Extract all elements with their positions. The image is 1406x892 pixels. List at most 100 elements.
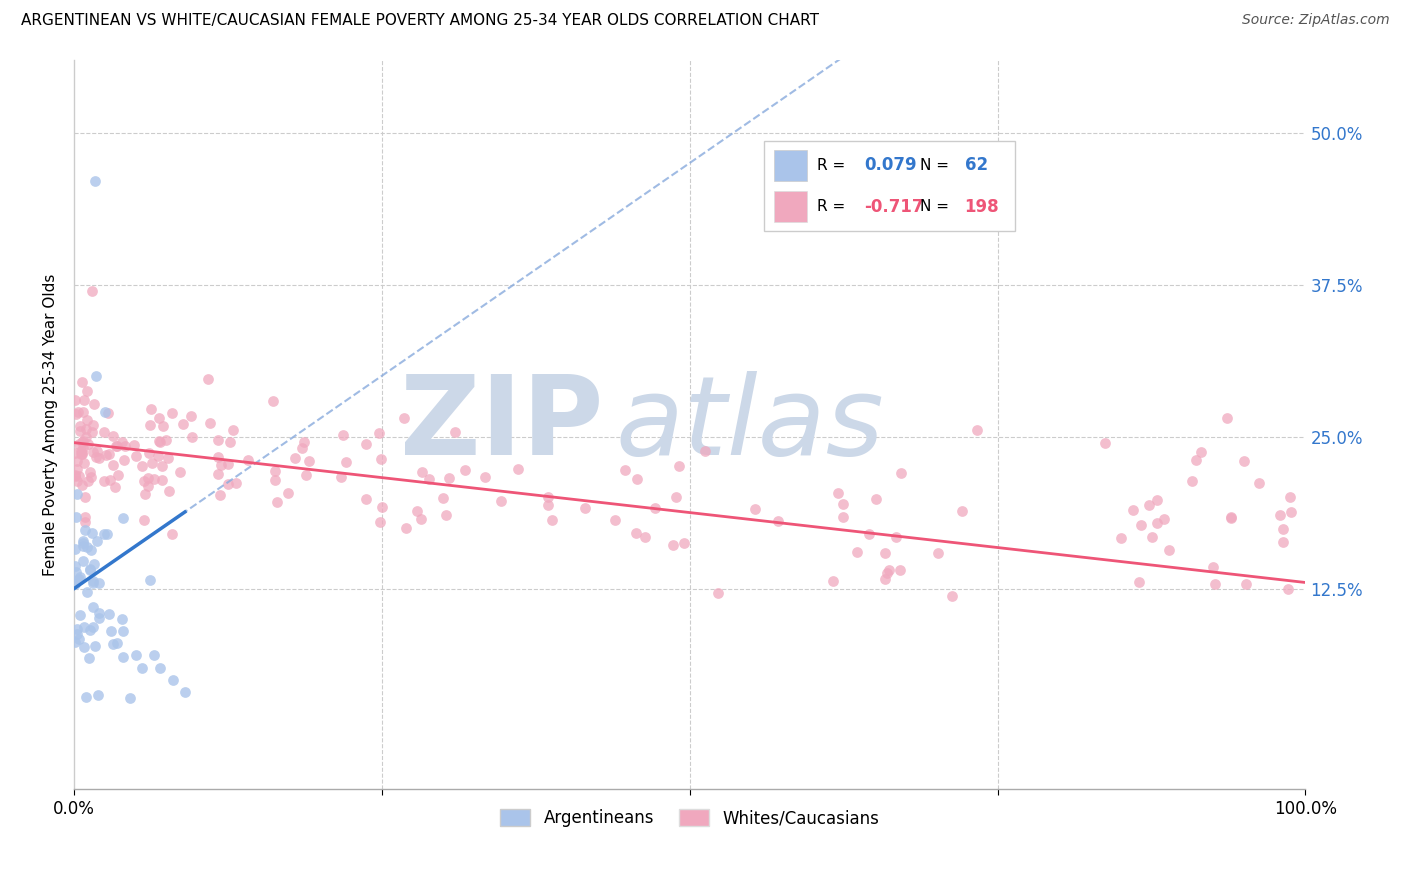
Point — [149, 435, 172, 450]
Point — [134, 487, 156, 501]
Point — [1146, 492, 1168, 507]
Point — [82, 445, 104, 459]
Point — [634, 530, 657, 544]
Point — [180, 430, 202, 444]
Point — [225, 475, 247, 490]
Point — [668, 458, 690, 473]
Point — [1153, 512, 1175, 526]
Point — [221, 423, 243, 437]
Point — [1234, 577, 1257, 591]
Point — [392, 411, 415, 425]
Point — [371, 500, 394, 514]
Text: -0.717: -0.717 — [865, 197, 924, 216]
Point — [105, 636, 128, 650]
Text: 198: 198 — [965, 197, 1000, 216]
Point — [537, 490, 560, 504]
Point — [217, 458, 239, 472]
Point — [673, 536, 696, 550]
Point — [574, 500, 596, 515]
Point — [83, 397, 105, 411]
Point — [1215, 411, 1237, 425]
Point — [149, 660, 172, 674]
Point — [411, 465, 433, 479]
Point — [73, 393, 96, 408]
Point — [84, 174, 107, 188]
Point — [103, 637, 125, 651]
Point — [138, 446, 160, 460]
Point — [823, 574, 845, 588]
Point — [76, 585, 98, 599]
Point — [96, 526, 118, 541]
Point — [65, 407, 87, 421]
Point — [474, 470, 496, 484]
FancyBboxPatch shape — [765, 142, 1015, 231]
Point — [69, 419, 91, 434]
Point — [406, 504, 429, 518]
Point — [66, 622, 89, 636]
Point — [605, 513, 627, 527]
Point — [1268, 508, 1291, 523]
Point — [262, 394, 284, 409]
Point — [434, 508, 457, 522]
Point — [131, 458, 153, 473]
Point — [238, 453, 260, 467]
Point — [65, 509, 87, 524]
Point — [105, 439, 128, 453]
Point — [73, 510, 96, 524]
Point — [110, 434, 132, 449]
Point — [157, 451, 180, 466]
Point — [66, 475, 89, 489]
Point — [1122, 503, 1144, 517]
Point — [146, 449, 169, 463]
Point — [298, 453, 321, 467]
Point — [264, 464, 287, 478]
Point — [370, 451, 392, 466]
Point — [94, 405, 117, 419]
Point — [139, 418, 162, 433]
Point — [291, 442, 314, 456]
Point — [67, 405, 90, 419]
Point — [1157, 543, 1180, 558]
Point — [208, 488, 231, 502]
Point — [70, 478, 93, 492]
Point — [67, 632, 90, 646]
Point — [886, 530, 908, 544]
Text: atlas: atlas — [616, 371, 884, 478]
Text: ZIP: ZIP — [401, 371, 603, 478]
Text: N =: N = — [920, 199, 949, 214]
Point — [443, 425, 465, 440]
Point — [950, 503, 973, 517]
Point — [1272, 535, 1295, 549]
Text: R =: R = — [817, 199, 849, 214]
Point — [207, 450, 229, 464]
Point — [73, 490, 96, 504]
Point — [69, 444, 91, 458]
Point — [83, 557, 105, 571]
Point — [877, 563, 900, 577]
Point — [1146, 516, 1168, 530]
Point — [83, 639, 105, 653]
Point — [67, 572, 90, 586]
Point — [76, 541, 98, 555]
Point — [104, 480, 127, 494]
Point — [693, 444, 716, 458]
Point — [368, 425, 391, 440]
Text: ARGENTINEAN VS WHITE/CAUCASIAN FEMALE POVERTY AMONG 25-34 YEAR OLDS CORRELATION : ARGENTINEAN VS WHITE/CAUCASIAN FEMALE PO… — [21, 13, 820, 29]
Point — [180, 409, 202, 424]
Text: Source: ZipAtlas.com: Source: ZipAtlas.com — [1241, 13, 1389, 28]
Point — [136, 471, 159, 485]
Point — [66, 462, 89, 476]
Point — [437, 471, 460, 485]
Point — [332, 428, 354, 442]
Point — [846, 545, 869, 559]
FancyBboxPatch shape — [775, 151, 807, 181]
Point — [152, 419, 174, 434]
Point — [79, 564, 101, 578]
Point — [112, 624, 135, 639]
Point — [356, 436, 378, 450]
Point — [65, 468, 87, 483]
Point — [79, 465, 101, 479]
Point — [82, 576, 104, 591]
Text: R =: R = — [817, 158, 849, 173]
Point — [66, 573, 89, 587]
